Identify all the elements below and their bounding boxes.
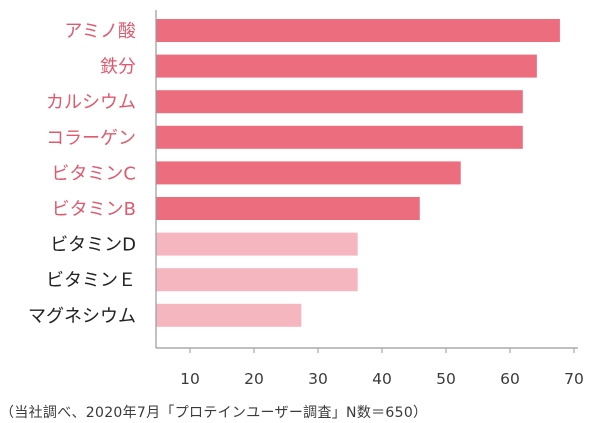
x-tick-label-20: 20 [244, 370, 264, 388]
bar-9 [156, 303, 302, 327]
bar-6 [156, 197, 420, 220]
x-tick-label-70: 70 [564, 370, 584, 388]
bar-4 [156, 125, 523, 149]
bar-2 [156, 54, 537, 78]
category-label-2: 鉄分 [100, 57, 136, 78]
x-tick-label-40: 40 [372, 370, 392, 388]
source-footnote: （当社調べ、2020年7月「プロテインユーザー調査」N数＝650） [0, 405, 428, 421]
category-label-4: コラーゲン [46, 128, 136, 149]
x-tick-label-30: 30 [308, 370, 328, 388]
category-label-3: カルシウム [46, 92, 136, 113]
category-label-6: ビタミンB [52, 199, 136, 220]
x-tick-label-60: 60 [500, 370, 520, 388]
category-label-8: ビタミンＥ [46, 270, 136, 291]
category-label-5: ビタミンC [51, 163, 136, 184]
bars-group [156, 19, 560, 327]
bar-5 [156, 161, 461, 185]
x-tick-label-10: 10 [180, 370, 200, 388]
category-label-9: マグネシウム [28, 306, 136, 327]
bar-1 [156, 19, 560, 42]
category-label-1: アミノ酸 [64, 21, 136, 42]
x-tick-label-50: 50 [436, 370, 456, 388]
x-axis: 10 20 30 40 50 60 70 [155, 10, 584, 388]
bar-3 [156, 90, 523, 114]
category-label-7: ビタミンD [50, 235, 136, 256]
bar-7 [156, 232, 358, 256]
bar-8 [156, 268, 358, 292]
